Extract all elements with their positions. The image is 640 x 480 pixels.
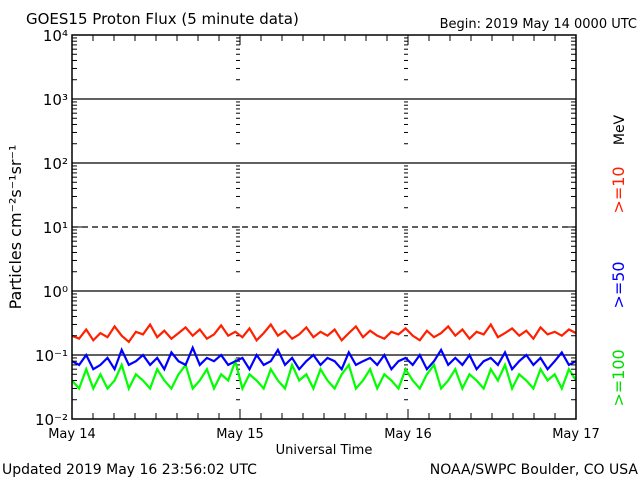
y-tick-label: 10⁻²	[35, 411, 68, 429]
series-line-ge50	[71, 344, 577, 372]
legend-ge10: >=10	[609, 166, 628, 213]
x-tick-label: May 17	[552, 427, 600, 442]
x-tick-label: May 15	[216, 427, 264, 442]
credit-text: NOAA/SWPC Boulder, CO USA	[430, 462, 639, 478]
y-tick-label: 10⁻¹	[35, 347, 68, 365]
legend-unit-mev: MeV	[612, 114, 628, 145]
x-tick-label: May 14	[48, 427, 96, 442]
chart-subtitle: Begin: 2019 May 14 0000 UTC	[440, 17, 637, 32]
series-line-ge100	[71, 357, 577, 392]
x-tick-label: May 16	[384, 427, 432, 442]
y-tick-label: 10¹	[43, 219, 68, 237]
axis-ticks	[71, 35, 577, 420]
y-tick-label: 10²	[43, 155, 68, 173]
chart-title: GOES15 Proton Flux (5 minute data)	[26, 10, 299, 28]
series-line-ge10	[71, 322, 577, 344]
y-axis-label: Particles cm⁻²s⁻¹sr⁻¹	[6, 145, 25, 310]
legend-ge100: >=100	[609, 349, 628, 406]
y-tick-labels: 10⁻² 10⁻¹ 10⁰ 10¹ 10² 10³ 10⁴	[35, 27, 68, 429]
y-tick-label: 10⁴	[43, 27, 68, 45]
y-tick-label: 10³	[43, 91, 68, 109]
series-group	[71, 322, 577, 392]
grid	[72, 37, 576, 420]
x-tick-labels: May 14 May 15 May 16 May 17	[48, 427, 600, 442]
x-axis-label: Universal Time	[276, 443, 373, 458]
updated-timestamp: Updated 2019 May 16 23:56:02 UTC	[2, 462, 257, 478]
legend-ge50: >=50	[609, 261, 628, 308]
y-tick-label: 10⁰	[43, 283, 68, 301]
